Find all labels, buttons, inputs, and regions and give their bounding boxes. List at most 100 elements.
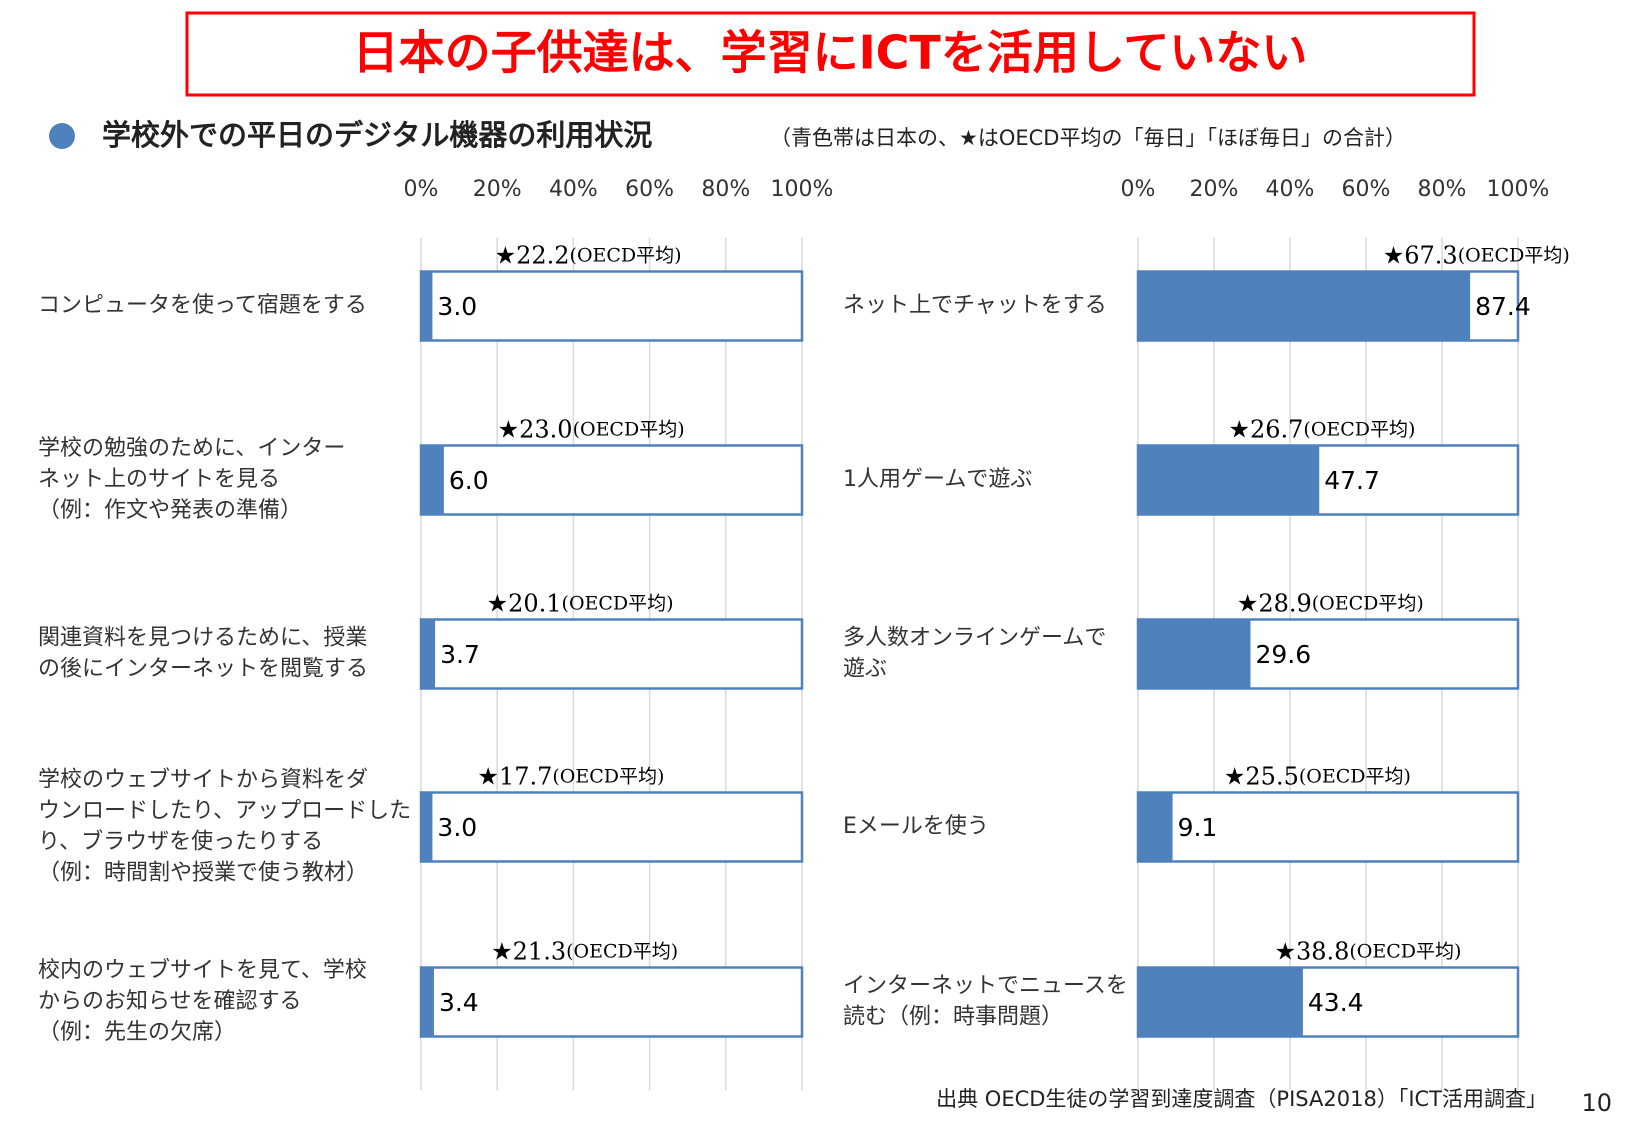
- x-tick-label: 0%: [1121, 177, 1156, 202]
- value-label: 6.0: [449, 466, 489, 495]
- bar-frame: [419, 618, 804, 690]
- oecd-marker: ★: [1383, 241, 1405, 269]
- x-tick-label: 60%: [1342, 177, 1391, 202]
- oecd-marker: ★: [1274, 937, 1296, 965]
- category-label: 遊ぶ: [843, 657, 887, 682]
- oecd-text: (OECD平均): [573, 419, 685, 441]
- value-label: 3.0: [437, 813, 477, 842]
- oecd-marker: ★: [1237, 589, 1259, 617]
- oecd-marker: ★: [477, 762, 499, 790]
- category-label: の後にインターネットを閲覧する: [38, 657, 368, 682]
- oecd-text: (OECD平均): [552, 766, 664, 788]
- oecd-value: 17.7: [499, 762, 552, 790]
- value-label: 43.4: [1308, 988, 1364, 1017]
- x-tick-label: 20%: [473, 177, 522, 202]
- bar: [1138, 619, 1251, 689]
- category-label: 学校のウェブサイトから資料をダ: [38, 768, 368, 793]
- category-label: コンピュータを使って宿題をする: [38, 293, 367, 318]
- oecd-value: 22.2: [516, 241, 569, 269]
- oecd-text: (OECD平均): [1303, 419, 1415, 441]
- value-label: 9.1: [1178, 813, 1218, 842]
- oecd-value: 38.8: [1296, 937, 1349, 965]
- oecd-label: ★25.5(OECD平均): [1224, 762, 1411, 790]
- oecd-label: ★17.7(OECD平均): [477, 762, 664, 790]
- title: 日本の子供達は、学習にICTを活用していない: [353, 26, 1308, 80]
- oecd-label: ★28.9(OECD平均): [1237, 589, 1424, 617]
- bar: [1138, 967, 1303, 1037]
- value-label: 47.7: [1324, 466, 1380, 495]
- oecd-label: ★26.7(OECD平均): [1228, 415, 1415, 443]
- value-label: 29.6: [1255, 640, 1311, 669]
- oecd-marker: ★: [1224, 762, 1246, 790]
- oecd-label: ★20.1(OECD平均): [487, 589, 674, 617]
- oecd-text: (OECD平均): [566, 941, 678, 963]
- oecd-text: (OECD平均): [1312, 593, 1424, 615]
- oecd-label: ★38.8(OECD平均): [1274, 937, 1461, 965]
- x-tick-label: 40%: [549, 177, 598, 202]
- x-tick-label: 80%: [701, 177, 750, 202]
- x-tick-label: 0%: [404, 177, 439, 202]
- source: 出典 OECD生徒の学習到達度調査（PISA2018）「ICT活用調査」: [936, 1087, 1547, 1111]
- oecd-label: ★22.2(OECD平均): [495, 241, 682, 269]
- note: （青色帯は日本の、★はOECD平均の「毎日」「ほぼ毎日」の合計）: [770, 126, 1406, 150]
- x-tick-label: 40%: [1266, 177, 1315, 202]
- category-label: Eメールを使う: [843, 814, 989, 839]
- value-label: 3.0: [437, 292, 477, 321]
- bar-frame: [1136, 791, 1520, 863]
- oecd-value: 28.9: [1258, 589, 1311, 617]
- bar: [421, 445, 444, 515]
- bar-frame: [419, 966, 804, 1038]
- oecd-label: ★21.3(OECD平均): [491, 937, 678, 965]
- category-label: 多人数オンラインゲームで: [843, 626, 1106, 651]
- oecd-value: 23.0: [519, 415, 572, 443]
- title-box: [185, 11, 1476, 97]
- oecd-text: (OECD平均): [1349, 941, 1461, 963]
- bar-frame: [419, 444, 804, 516]
- subtitle: 学校外での平日のデジタル機器の利用状況: [102, 118, 652, 152]
- category-label: 校内のウェブサイトを見て、学校: [38, 958, 367, 983]
- category-label: 学校の勉強のために、インター: [38, 436, 345, 461]
- category-label: （例：先生の欠席）: [38, 1020, 236, 1045]
- oecd-text: (OECD平均): [1458, 245, 1570, 267]
- oecd-label: ★23.0(OECD平均): [498, 415, 685, 443]
- oecd-marker: ★: [1228, 415, 1250, 443]
- oecd-value: 21.3: [513, 937, 566, 965]
- oecd-value: 20.1: [508, 589, 561, 617]
- category-label: インターネットでニュースを: [843, 974, 1128, 999]
- oecd-text: (OECD平均): [1299, 766, 1411, 788]
- bar: [421, 271, 433, 341]
- oecd-label: ★67.3(OECD平均): [1383, 241, 1570, 269]
- oecd-value: 25.5: [1245, 762, 1298, 790]
- value-label: 3.4: [439, 988, 479, 1017]
- category-label: からのお知らせを確認する: [38, 989, 302, 1014]
- category-label: （例：時間割や授業で使う教材）: [38, 861, 368, 886]
- bar: [1138, 792, 1173, 862]
- category-label: ネット上のサイトを見る: [38, 467, 280, 492]
- x-tick-label: 100%: [771, 177, 834, 202]
- bar: [421, 967, 434, 1037]
- bar-frame: [419, 270, 804, 342]
- bar-frame: [419, 791, 804, 863]
- category-label: （例：作文や発表の準備）: [38, 498, 302, 523]
- bar: [421, 792, 433, 862]
- oecd-marker: ★: [487, 589, 509, 617]
- value-label: 87.4: [1475, 292, 1531, 321]
- value-label: 3.7: [440, 640, 480, 669]
- bar: [1138, 445, 1320, 515]
- oecd-text: (OECD平均): [570, 245, 682, 267]
- oecd-value: 67.3: [1404, 241, 1457, 269]
- oecd-value: 26.7: [1250, 415, 1303, 443]
- bar: [421, 619, 436, 689]
- x-tick-label: 60%: [625, 177, 674, 202]
- oecd-marker: ★: [498, 415, 520, 443]
- category-label: 関連資料を見つけるために、授業: [38, 626, 367, 651]
- category-label: ウンロードしたり、アップロードした: [38, 799, 411, 824]
- oecd-marker: ★: [491, 937, 513, 965]
- category-label: 読む（例：時事問題）: [843, 1005, 1063, 1030]
- bar: [1138, 271, 1471, 341]
- oecd-text: (OECD平均): [562, 593, 674, 615]
- oecd-marker: ★: [495, 241, 517, 269]
- category-label: 1人用ゲームで遊ぶ: [843, 467, 1032, 492]
- page-number: 10: [1581, 1089, 1612, 1117]
